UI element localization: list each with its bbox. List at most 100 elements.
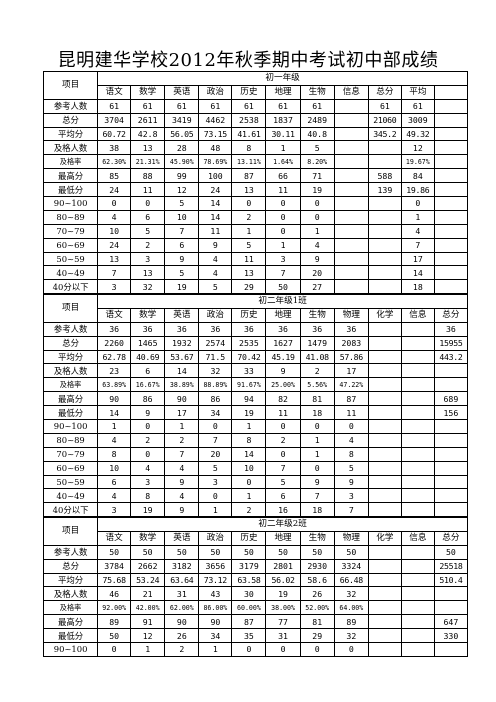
table-cell: 5.56% [299, 377, 335, 393]
table-cell [433, 377, 469, 393]
table-cell: 1 [130, 642, 166, 657]
row-label: 40~49 [42, 488, 99, 504]
table-cell: 47.22% [333, 377, 369, 393]
table-cell: 45.90% [164, 154, 200, 170]
table-cell: 50 [97, 628, 132, 644]
table-cell [367, 502, 402, 518]
row-label: 90~100 [42, 419, 99, 434]
table-cell: 13 [231, 182, 267, 198]
table-row: 40分以下 3 19 9 1 2 16 18 7 [42, 502, 469, 518]
table-cell: 86 [198, 391, 233, 407]
table-cell: 10 [164, 209, 200, 225]
table-cell: 32 [333, 628, 369, 644]
table-cell: 11 [130, 182, 166, 198]
table-cell: 2 [265, 432, 301, 448]
grade2-class2-score-table: 项目 初二年级2班 语文 数学 英语 政治 历史 地理 生物 物理 化学 信息 总分 参考人数 50 50 50… [42, 517, 469, 657]
row-label: 60~69 [42, 460, 99, 476]
table-cell: 1627 [265, 335, 301, 351]
table-cell: 36 [265, 321, 301, 337]
table-cell: 50 [164, 544, 200, 560]
row-label: 及格率 [42, 600, 99, 616]
table-cell: 16 [265, 502, 301, 518]
table-cell: 94 [231, 391, 267, 407]
table-cell: 23 [97, 363, 132, 379]
subject-header: 英语 [164, 307, 200, 323]
table-cell: 20 [299, 265, 335, 281]
table-cell: 14 [231, 446, 267, 462]
subject-header: 历史 [231, 530, 267, 546]
table-cell: 1 [400, 209, 435, 225]
table-cell: 38.00% [265, 600, 301, 616]
subject-header: 地理 [265, 307, 301, 323]
table-cell: 13 [231, 265, 267, 281]
subject-header: 化学 [367, 530, 402, 546]
subject-header: 平均 [400, 84, 435, 100]
table-cell [433, 502, 469, 518]
table-row: 平均分 60.72 42.8 56.05 73.15 41.61 30.11 40.8 345.… [42, 126, 469, 142]
table-cell: 156 [433, 405, 469, 421]
table-cell: 10 [97, 223, 132, 239]
row-label: 平均分 [42, 126, 99, 142]
table-cell: 81 [299, 391, 335, 407]
table-cell: 0 [400, 196, 435, 211]
table-cell: 90 [164, 391, 200, 407]
table-cell: 19 [231, 405, 267, 421]
table-cell [400, 377, 435, 393]
table-cell [433, 279, 469, 295]
table-cell: 62.00% [164, 600, 200, 616]
table-cell: 1 [231, 223, 267, 239]
header-label: 项目 [42, 71, 99, 100]
table-cell: 6 [130, 209, 166, 225]
table-cell: 17 [333, 363, 369, 379]
table-cell: 50 [97, 544, 132, 560]
table-cell: 2 [164, 642, 200, 657]
table-cell [400, 544, 435, 560]
table-cell: 8 [130, 488, 166, 504]
table-cell: 30 [231, 586, 267, 602]
table-cell: 29 [231, 279, 267, 295]
table-cell: 0 [97, 642, 132, 657]
row-label: 最高分 [42, 168, 99, 184]
table-row: 最低分 50 12 26 34 35 31 29 32 330 [42, 628, 469, 644]
table-cell [433, 474, 469, 490]
subject-header: 生物 [299, 84, 335, 100]
table-cell: 19 [130, 502, 166, 518]
table-cell: 48 [198, 140, 233, 156]
table-cell: 43 [198, 586, 233, 602]
table-cell: 19.67% [400, 154, 435, 170]
table-row: 70~79 10 5 7 11 1 0 1 4 [42, 223, 469, 239]
subject-header: 地理 [265, 84, 301, 100]
table-cell: 15955 [433, 335, 469, 351]
row-label: 40分以下 [42, 502, 99, 518]
table-cell [367, 321, 402, 337]
subject-header: 生物 [299, 530, 335, 546]
table-cell [367, 140, 402, 156]
table-cell: 2930 [299, 558, 335, 574]
table-cell [400, 502, 435, 518]
table-cell: 90 [164, 614, 200, 630]
table-cell: 1465 [130, 335, 166, 351]
table-cell: 24 [97, 182, 132, 198]
table-cell: 19 [265, 586, 301, 602]
table-row: 及格率 92.00% 42.00% 62.00% 86.00% 60.00% 38.00% 5… [42, 600, 469, 616]
table-cell: 4 [198, 265, 233, 281]
table-cell [367, 349, 402, 365]
table-cell: 36 [164, 321, 200, 337]
table-cell [433, 600, 469, 616]
table-cell [367, 391, 402, 407]
table-cell [367, 209, 402, 225]
table-cell: 0 [333, 419, 369, 434]
table-cell [333, 126, 369, 142]
table-cell: 4 [198, 251, 233, 267]
table-cell [367, 600, 402, 616]
table-cell: 13.11% [231, 154, 267, 170]
table-cell [400, 586, 435, 602]
row-label: 参考人数 [42, 544, 99, 560]
table-cell: 5 [164, 265, 200, 281]
table-cell [333, 209, 369, 225]
table-cell: 64.00% [333, 600, 369, 616]
table-cell: 7 [265, 265, 301, 281]
table-cell: 12 [400, 140, 435, 156]
table-cell [367, 614, 402, 630]
table-cell: 3419 [164, 112, 200, 128]
